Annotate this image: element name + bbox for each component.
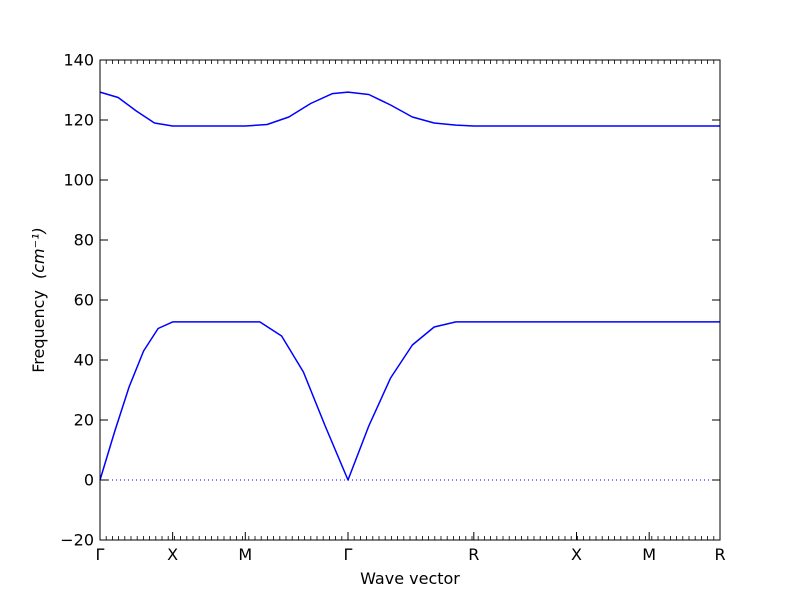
plot-frame <box>99 59 721 541</box>
y-tick-label: 0 <box>84 471 94 490</box>
y-axis-label-text: Frequency <box>29 290 48 373</box>
ticks: −20 0 20 40 60 80 100 120 140 Γ X M Γ R X M R <box>60 51 725 565</box>
plot-area <box>99 91 720 481</box>
y-axis-label: Frequency (cm⁻¹) <box>29 227 48 372</box>
y-tick-label: 60 <box>74 291 94 310</box>
x-tick-label: X <box>571 545 582 564</box>
x-tick-label: X <box>167 545 178 564</box>
y-tick-label: 20 <box>74 411 94 430</box>
x-tick-label: Γ <box>96 545 105 564</box>
y-axis-label-unit: (cm⁻¹) <box>29 227 48 279</box>
y-tick-label: 120 <box>63 111 94 130</box>
x-axis-label: Wave vector <box>360 569 460 588</box>
x-tick-label: R <box>468 545 479 564</box>
x-tick-label: R <box>714 545 725 564</box>
x-tick-label: M <box>642 545 656 564</box>
series-line-2 <box>99 91 720 127</box>
y-tick-label: −20 <box>60 531 94 550</box>
series-line-1 <box>99 321 720 481</box>
x-tick-label: Γ <box>344 545 353 564</box>
y-tick-label: 40 <box>74 351 94 370</box>
y-tick-label: 100 <box>63 171 94 190</box>
x-tick-label: M <box>238 545 252 564</box>
y-tick-label: 80 <box>74 231 94 250</box>
y-tick-label: 140 <box>63 51 94 70</box>
